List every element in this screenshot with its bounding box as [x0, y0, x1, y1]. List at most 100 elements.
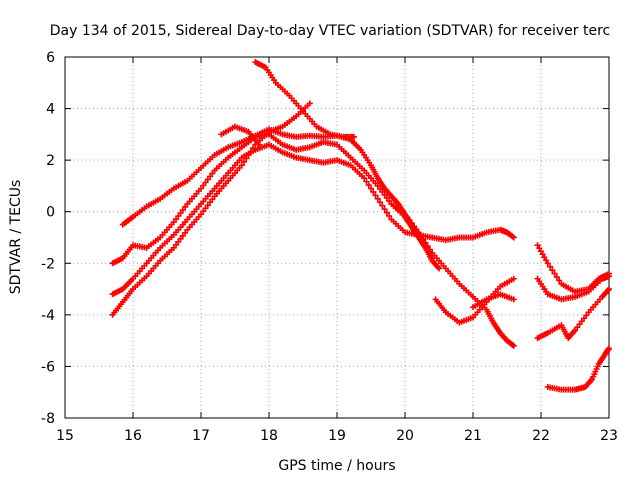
data-point: [606, 273, 612, 280]
data-point: [510, 342, 517, 349]
data-point: [606, 345, 612, 352]
y-tick-label: -8: [41, 411, 55, 427]
data-point: [411, 223, 418, 230]
data-point: [539, 251, 546, 258]
data-point: [383, 209, 390, 216]
data-point: [509, 233, 516, 240]
y-tick-label: 0: [46, 205, 55, 221]
y-tick-label: 2: [46, 153, 55, 169]
data-point: [381, 191, 388, 198]
data-point: [406, 217, 413, 224]
data-point: [543, 257, 550, 264]
data-point: [241, 158, 248, 165]
data-point: [541, 254, 548, 261]
data-point: [404, 214, 411, 221]
data-point: [538, 248, 544, 255]
data-point: [386, 213, 393, 220]
data-point: [209, 170, 216, 177]
y-tick-label: 6: [46, 50, 55, 66]
data-point: [204, 176, 211, 183]
data-point: [170, 244, 177, 251]
grid: [65, 57, 609, 418]
data-point: [372, 192, 379, 199]
data-marks: [109, 59, 612, 393]
data-point: [175, 238, 182, 245]
data-point: [510, 275, 517, 282]
data-point: [202, 205, 209, 212]
data-point: [374, 182, 381, 189]
series-track-13: [544, 345, 612, 393]
series-track-3: [109, 141, 517, 298]
data-point: [426, 246, 433, 253]
data-point: [572, 327, 578, 334]
data-point: [581, 315, 588, 322]
data-point: [365, 182, 372, 189]
data-point: [351, 133, 357, 140]
data-point: [182, 229, 189, 236]
data-point: [420, 236, 427, 243]
data-point: [583, 312, 590, 319]
data-point: [549, 267, 556, 274]
data-point: [374, 195, 381, 202]
data-point: [576, 321, 583, 328]
data-point: [179, 206, 186, 213]
data-point: [250, 145, 257, 152]
data-point: [173, 216, 180, 223]
data-point: [379, 202, 386, 209]
data-point: [510, 234, 517, 241]
data-point: [556, 277, 563, 284]
data-point: [243, 155, 250, 162]
data-point: [415, 229, 422, 236]
data-point: [381, 206, 388, 213]
series-track-5: [218, 123, 262, 148]
data-point: [200, 208, 207, 215]
x-tick-label: 20: [396, 428, 414, 444]
data-point: [536, 245, 543, 252]
series-track-12: [534, 286, 612, 342]
data-point: [509, 341, 516, 348]
x-tick-label: 15: [56, 428, 74, 444]
data-point: [534, 242, 541, 249]
y-tick-label: -2: [41, 256, 55, 272]
y-tick-label: 4: [46, 102, 55, 118]
data-point: [175, 213, 182, 220]
data-point: [377, 185, 384, 192]
data-point: [578, 318, 585, 325]
series-track-10: [534, 242, 612, 295]
data-point: [173, 241, 180, 248]
data-point: [510, 296, 517, 303]
data-point: [182, 203, 189, 210]
axis-ticks: 15 16 17 18 19 20 21 22 23 -8 -6 -4 -2 0 2 4 6: [41, 50, 618, 444]
x-tick-label: 23: [600, 428, 618, 444]
data-point: [177, 210, 184, 217]
data-point: [383, 194, 390, 201]
data-point: [606, 286, 612, 293]
data-point: [363, 178, 370, 185]
data-point: [204, 202, 211, 209]
data-point: [209, 196, 216, 203]
data-point: [306, 100, 313, 107]
data-point: [553, 274, 560, 281]
data-point: [245, 151, 252, 158]
data-point: [402, 211, 408, 218]
data-point: [368, 185, 374, 192]
y-tick-label: -4: [41, 308, 55, 324]
x-tick-label: 21: [464, 428, 482, 444]
series-track-9: [470, 291, 517, 311]
data-point: [200, 182, 207, 189]
data-point: [413, 226, 420, 233]
y-tick-label: -6: [41, 359, 55, 375]
data-point: [207, 173, 214, 180]
data-point: [255, 141, 262, 148]
data-point: [370, 188, 377, 195]
x-axis-label: GPS time / hours: [278, 458, 395, 474]
data-point: [386, 197, 393, 204]
data-point: [179, 232, 186, 239]
series-track-6: [252, 59, 357, 140]
data-point: [424, 243, 431, 250]
data-point: [202, 179, 209, 186]
data-point: [408, 220, 415, 227]
series-track-7: [388, 200, 517, 349]
data-point: [238, 162, 245, 169]
